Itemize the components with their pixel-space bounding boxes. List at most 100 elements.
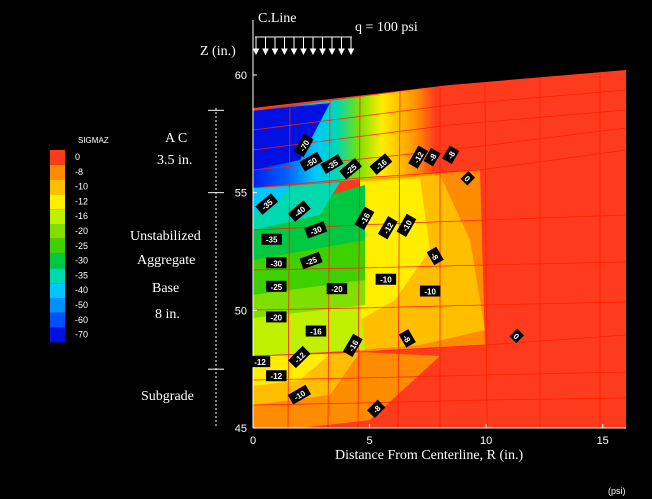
contour-label: -8: [398, 329, 416, 348]
load-arrowhead: [309, 48, 317, 56]
contour-label-text: 0: [511, 332, 521, 342]
contour-label-box: [305, 325, 327, 337]
load-arrowhead: [319, 48, 326, 56]
y-tick-label: 45: [235, 423, 247, 435]
centerline-label: C.Line: [258, 11, 297, 26]
y-tick-label: 60: [235, 70, 247, 82]
contour-label: -16: [305, 325, 327, 337]
contour-label-text: -8: [371, 403, 383, 415]
contour-label: -8: [442, 145, 460, 165]
contour-label-text: -30: [271, 259, 283, 268]
legend-label: 0: [75, 152, 80, 162]
x-axis-label: Distance From Centerline, R (in.): [335, 448, 524, 463]
contour-label: -10: [419, 285, 441, 297]
legend-swatch: [50, 179, 65, 195]
load-arrowhead: [347, 48, 355, 56]
contour-label: -35: [261, 233, 282, 245]
contour-label: -30: [304, 221, 328, 239]
contour-label-text: -12: [271, 372, 283, 381]
y-tick-label: 55: [235, 188, 247, 200]
contour-label: -10: [375, 273, 397, 285]
contour-label-box: [255, 193, 279, 215]
contour-label-text: -8: [401, 333, 413, 344]
contour-label-box: [266, 311, 287, 323]
legend-label: -60: [75, 315, 88, 325]
load-arrowhead: [281, 48, 288, 56]
load-arrowhead: [262, 48, 269, 56]
contour-label-box: [342, 333, 363, 358]
load-label: q = 100 psi: [355, 20, 418, 35]
contour-label-box: [369, 153, 393, 175]
contour-label-box: [339, 157, 362, 180]
contour-label-text: -16: [310, 328, 322, 337]
contour-label-box: [299, 251, 323, 270]
legend-label: -20: [75, 226, 88, 236]
contour-label-box: [288, 345, 311, 369]
legend-label: -70: [75, 330, 88, 340]
legend-label: -30: [75, 256, 88, 266]
legend-swatch: [50, 209, 65, 224]
contour-label-box: [419, 285, 441, 297]
contour-label-box: [509, 328, 525, 344]
contour-label: 0: [509, 328, 525, 344]
contour-label: -8: [423, 147, 441, 167]
legend-swatch: [50, 312, 65, 328]
contour-label-box: [367, 399, 386, 419]
legend-swatch: [50, 253, 65, 269]
contour-label-box: [442, 145, 460, 165]
contour-label-box: [460, 170, 476, 186]
contour-label-box: [266, 280, 287, 292]
contour-label-box: [287, 384, 312, 405]
contour-label-text: -25: [304, 255, 318, 268]
legend: 0 -8 -10 -12 -16 -20 -25 -30 -35 -40 -50 -60 -70: [50, 150, 88, 343]
contour-label: -12: [249, 356, 271, 368]
legend-swatch: [50, 283, 65, 298]
contour-label-box: [293, 133, 314, 157]
x-tick-label: 5: [367, 435, 373, 447]
contour-label-box: [261, 233, 282, 245]
legend-swatch: [50, 224, 65, 239]
base-label-1: Unstabilized: [130, 229, 201, 244]
legend-title: SIGMAZ: [78, 136, 109, 145]
legend-swatch: [50, 194, 65, 210]
contour-label-box: [398, 329, 416, 348]
contour-label-box: [408, 145, 428, 169]
load-arrowhead: [328, 48, 336, 56]
base-thickness: 8 in.: [155, 307, 180, 322]
y-axis-label: Z (in.): [200, 44, 236, 59]
contour-label: -30: [266, 257, 287, 269]
contour-label: -25: [266, 280, 287, 292]
contour-label-box: [423, 147, 441, 167]
contour-label-box: [266, 257, 287, 269]
contour-label-text: 0: [462, 174, 472, 184]
legend-label: -16: [75, 211, 88, 221]
x-tick-label: 0: [250, 435, 256, 447]
contour-label: -12: [266, 370, 287, 382]
base-label-2: Aggregate: [137, 253, 195, 268]
contour-label-box: [320, 154, 344, 174]
legend-swatch: [50, 298, 65, 313]
y-tick-labels: 45 50 55 60: [235, 70, 257, 435]
y-tick-label: 50: [235, 305, 247, 317]
ac-thickness: 3.5 in.: [157, 153, 192, 168]
contour-label-text: -10: [424, 288, 436, 297]
legend-swatch: [50, 327, 65, 343]
load-arrowhead: [290, 48, 298, 56]
x-tick-labels: 0 5 10 15: [250, 424, 609, 447]
ac-label: A C: [165, 131, 187, 146]
layer-labels: A C 3.5 in. Unstabilized Aggregate Base …: [130, 108, 224, 426]
contour-label-box: [375, 273, 397, 285]
contour-label-box: [266, 370, 287, 382]
contour-label-box: [426, 246, 444, 266]
contour-label-text: -30: [309, 224, 323, 237]
contour-label-box: [304, 221, 328, 239]
legend-label: -50: [75, 300, 88, 310]
contour-label: -20: [266, 311, 287, 323]
contour-label: -8: [426, 246, 444, 266]
contour-label: 0: [460, 170, 476, 186]
contour-label-text: -8: [427, 152, 439, 163]
contour-label-box: [326, 283, 348, 295]
legend-swatch: [50, 268, 65, 284]
contour-label-box: [396, 213, 417, 237]
